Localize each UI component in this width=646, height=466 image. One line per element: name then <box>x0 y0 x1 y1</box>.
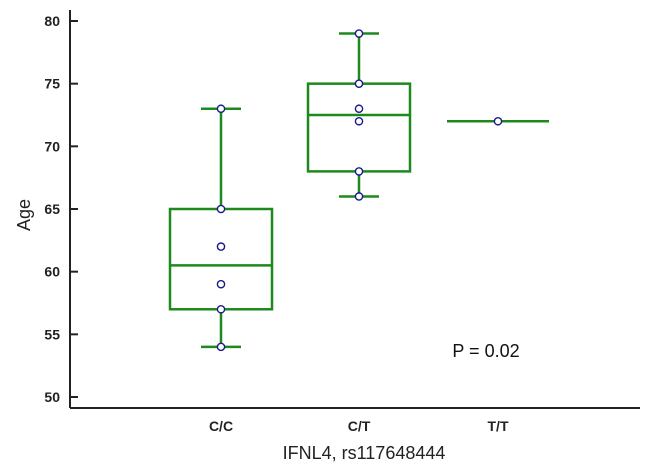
data-point <box>354 29 364 38</box>
data-points <box>216 29 503 352</box>
data-point <box>216 104 226 114</box>
data-point <box>354 167 364 176</box>
iqr-box <box>306 82 412 173</box>
x-category-label: C/T <box>348 418 371 434</box>
data-point <box>216 204 226 214</box>
x-categories: C/C C/T T/T <box>209 418 509 434</box>
axes: 50 55 60 65 70 75 80 C/C C/T T/T <box>44 10 640 434</box>
x-axis-title: IFNL4, rs117648444 <box>283 443 446 463</box>
data-point <box>354 116 364 126</box>
iqr-box <box>168 207 274 311</box>
y-ticks: 50 55 60 65 70 75 80 <box>44 13 78 405</box>
data-point <box>354 104 364 114</box>
y-tick-label: 65 <box>44 201 60 217</box>
data-point <box>216 304 226 314</box>
x-category-label: C/C <box>209 418 233 434</box>
data-point <box>354 79 364 88</box>
y-tick-label: 50 <box>44 389 60 405</box>
y-tick-label: 80 <box>44 13 60 29</box>
data-point <box>493 116 503 126</box>
p-value-annotation: P = 0.02 <box>452 341 519 361</box>
data-point <box>354 192 364 201</box>
data-point <box>216 242 226 251</box>
y-axis-title: Age <box>14 199 34 231</box>
y-tick-label: 55 <box>44 326 60 342</box>
y-tick-label: 70 <box>44 138 60 154</box>
y-tick-label: 60 <box>44 264 60 280</box>
y-tick-label: 75 <box>44 76 60 92</box>
data-point <box>216 342 226 352</box>
x-category-label: T/T <box>488 418 509 434</box>
data-point <box>216 279 226 289</box>
